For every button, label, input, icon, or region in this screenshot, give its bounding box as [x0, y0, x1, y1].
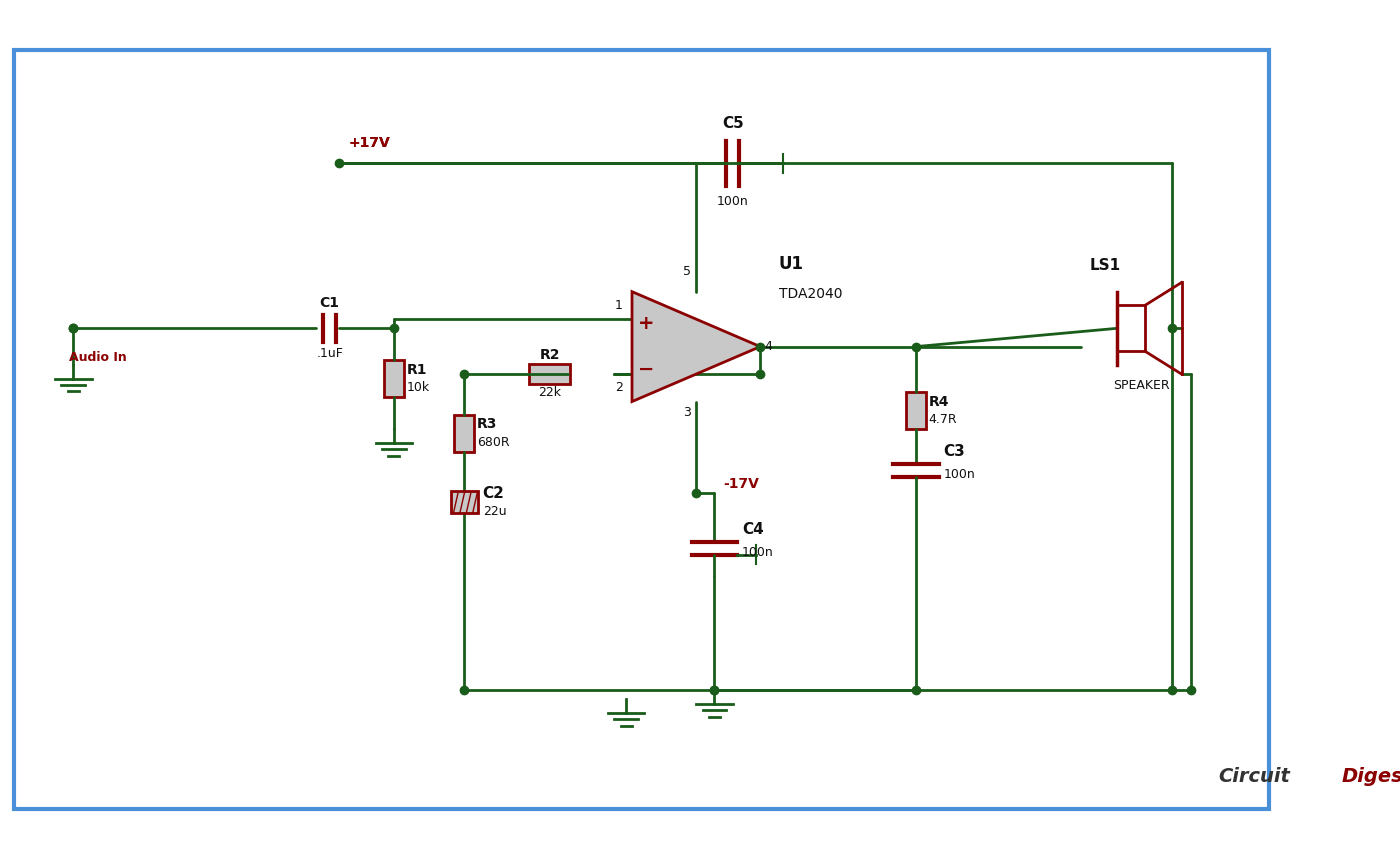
Text: Circuit: Circuit [1218, 767, 1289, 786]
Text: .1uF: .1uF [316, 347, 343, 360]
FancyBboxPatch shape [1117, 306, 1145, 351]
Text: 2: 2 [615, 381, 623, 394]
Text: 680R: 680R [477, 436, 510, 449]
Text: TDA2040: TDA2040 [778, 287, 841, 301]
Text: R3: R3 [477, 417, 497, 431]
Text: 22u: 22u [483, 505, 507, 518]
Text: C5: C5 [722, 116, 743, 131]
Text: 22k: 22k [538, 386, 561, 399]
Text: C2: C2 [483, 485, 504, 501]
Text: 4.7R: 4.7R [928, 413, 958, 426]
Text: Digest: Digest [1341, 767, 1400, 786]
FancyBboxPatch shape [455, 415, 475, 452]
Polygon shape [631, 292, 760, 401]
Text: R1: R1 [406, 362, 427, 376]
Text: 3: 3 [683, 406, 690, 419]
Text: 5: 5 [683, 265, 692, 278]
Text: +17V: +17V [349, 136, 389, 149]
FancyBboxPatch shape [906, 393, 925, 429]
Text: C4: C4 [742, 522, 763, 537]
FancyBboxPatch shape [451, 491, 479, 514]
Text: +: + [637, 314, 654, 333]
Text: 4: 4 [764, 340, 773, 353]
Text: 100n: 100n [717, 196, 749, 209]
Text: -17V: -17V [724, 477, 759, 491]
Text: R2: R2 [539, 348, 560, 362]
Text: R4: R4 [928, 394, 949, 409]
Text: Audio In: Audio In [69, 351, 126, 364]
Text: +17V: +17V [349, 136, 389, 149]
FancyBboxPatch shape [529, 364, 570, 384]
Text: C3: C3 [944, 444, 965, 460]
FancyBboxPatch shape [384, 360, 405, 397]
Text: LS1: LS1 [1091, 259, 1121, 273]
Text: −: − [637, 360, 654, 379]
Text: 100n: 100n [742, 546, 774, 559]
Text: 100n: 100n [944, 468, 976, 481]
Text: C1: C1 [319, 296, 340, 310]
FancyBboxPatch shape [14, 50, 1268, 809]
Text: U1: U1 [778, 255, 804, 273]
Text: SPEAKER: SPEAKER [1113, 380, 1169, 393]
Text: 10k: 10k [406, 381, 430, 394]
Text: 1: 1 [615, 299, 623, 312]
